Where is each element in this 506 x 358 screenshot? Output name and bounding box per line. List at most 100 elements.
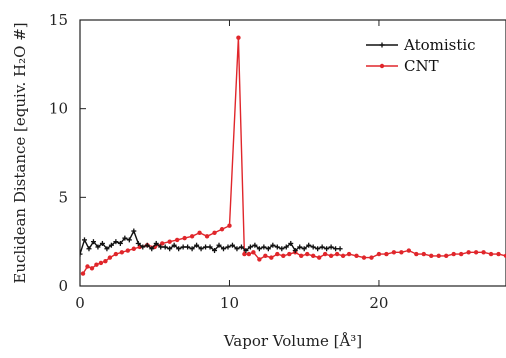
data-point-cnt: [197, 230, 202, 235]
data-point-cnt: [299, 253, 304, 259]
data-point-cnt: [98, 260, 104, 266]
data-point-atomistic: [337, 246, 343, 252]
y-axis-label: Euclidean Distance [equiv. H₂O #]: [11, 22, 29, 283]
series-line-cnt: [82, 37, 506, 274]
data-point-atomistic: [216, 242, 222, 248]
data-point-atomistic: [229, 242, 235, 248]
data-point-atomistic: [292, 248, 298, 254]
y-tick-label: 5: [58, 188, 68, 206]
x-tick-label: 20: [369, 294, 388, 312]
data-point-cnt: [263, 253, 268, 259]
data-point-cnt: [227, 223, 232, 228]
data-point-cnt: [354, 253, 359, 259]
data-point-atomistic: [212, 248, 218, 254]
y-tick-label: 0: [58, 277, 68, 295]
data-point-cnt: [316, 255, 322, 260]
data-point-cnt: [399, 250, 404, 255]
x-axis-label: Vapor Volume [Å³]: [223, 332, 362, 350]
series-layer: [80, 35, 506, 276]
data-point-cnt: [275, 251, 280, 257]
data-point-atomistic: [283, 244, 289, 250]
legend-marker-point: [379, 42, 385, 48]
data-point-atomistic: [315, 246, 321, 252]
data-point-atomistic: [95, 244, 101, 250]
data-point-cnt: [421, 251, 426, 257]
data-point-atomistic: [113, 239, 119, 245]
data-point-cnt: [376, 251, 382, 257]
data-point-atomistic: [306, 242, 312, 248]
data-point-cnt: [246, 251, 252, 257]
data-point-cnt: [429, 253, 434, 259]
data-point-cnt: [334, 251, 340, 257]
data-point-atomistic: [220, 246, 226, 252]
data-point-cnt: [503, 253, 506, 259]
data-point-atomistic: [117, 240, 123, 246]
data-point-cnt: [473, 250, 479, 255]
data-point-cnt: [119, 250, 125, 255]
data-point-atomistic: [80, 251, 83, 257]
data-point-atomistic: [207, 244, 213, 250]
data-point-atomistic: [189, 246, 195, 252]
data-point-atomistic: [279, 246, 285, 252]
data-point-atomistic: [108, 242, 114, 248]
data-point-atomistic: [86, 246, 92, 252]
data-point-cnt: [281, 253, 286, 259]
data-point-atomistic: [198, 246, 204, 252]
data-point-atomistic: [180, 244, 186, 250]
data-point-cnt: [488, 251, 494, 257]
data-point-cnt: [322, 251, 328, 257]
data-point-cnt: [346, 251, 352, 257]
data-point-atomistic: [297, 244, 303, 250]
data-point-atomistic: [333, 246, 339, 252]
data-point-atomistic: [238, 244, 244, 250]
x-tick-label: 10: [220, 294, 239, 312]
data-point-cnt: [94, 262, 99, 267]
data-point-atomistic: [171, 242, 177, 248]
data-point-atomistic: [324, 246, 330, 252]
data-point-cnt: [113, 251, 119, 257]
data-point-atomistic: [247, 244, 253, 250]
data-point-atomistic: [328, 244, 334, 250]
data-point-cnt: [107, 255, 113, 260]
data-point-atomistic: [99, 240, 105, 246]
data-point-cnt: [257, 257, 262, 262]
data-point-atomistic: [162, 244, 168, 250]
data-point-cnt: [406, 248, 412, 253]
legend: Atomistic CNT: [366, 36, 476, 75]
legend-label-atomistic: Atomistic: [403, 36, 476, 54]
data-point-atomistic: [122, 235, 128, 241]
data-point-atomistic: [144, 242, 150, 248]
data-point-atomistic: [194, 242, 200, 248]
y-tick-label: 15: [49, 11, 68, 29]
data-point-atomistic: [261, 244, 267, 250]
legend-label-cnt: CNT: [404, 57, 439, 75]
data-point-cnt: [251, 250, 256, 255]
data-point-cnt: [125, 248, 131, 253]
data-point-cnt: [340, 253, 346, 259]
data-point-cnt: [167, 239, 172, 244]
data-point-cnt: [391, 250, 397, 255]
data-point-atomistic: [310, 244, 316, 250]
data-point-atomistic: [234, 246, 240, 252]
data-point-atomistic: [256, 246, 262, 252]
data-point-cnt: [328, 253, 334, 259]
data-point-cnt: [310, 253, 316, 259]
data-point-cnt: [103, 258, 108, 264]
data-point-cnt: [305, 251, 310, 257]
data-point-atomistic: [158, 244, 164, 250]
data-point-cnt: [287, 251, 292, 257]
data-point-atomistic: [149, 246, 155, 252]
axis-ticks: 0 10 20 0 5 10 15: [49, 11, 389, 312]
data-point-cnt: [384, 251, 389, 257]
data-point-cnt: [466, 250, 471, 255]
data-point-cnt: [204, 234, 210, 239]
data-point-atomistic: [185, 244, 191, 250]
data-point-atomistic: [319, 244, 325, 250]
data-point-atomistic: [270, 242, 276, 248]
data-point-cnt: [361, 255, 367, 260]
data-point-atomistic: [203, 244, 209, 250]
data-point-cnt: [131, 246, 137, 251]
data-point-cnt: [444, 253, 449, 259]
data-point-atomistic: [81, 237, 87, 243]
